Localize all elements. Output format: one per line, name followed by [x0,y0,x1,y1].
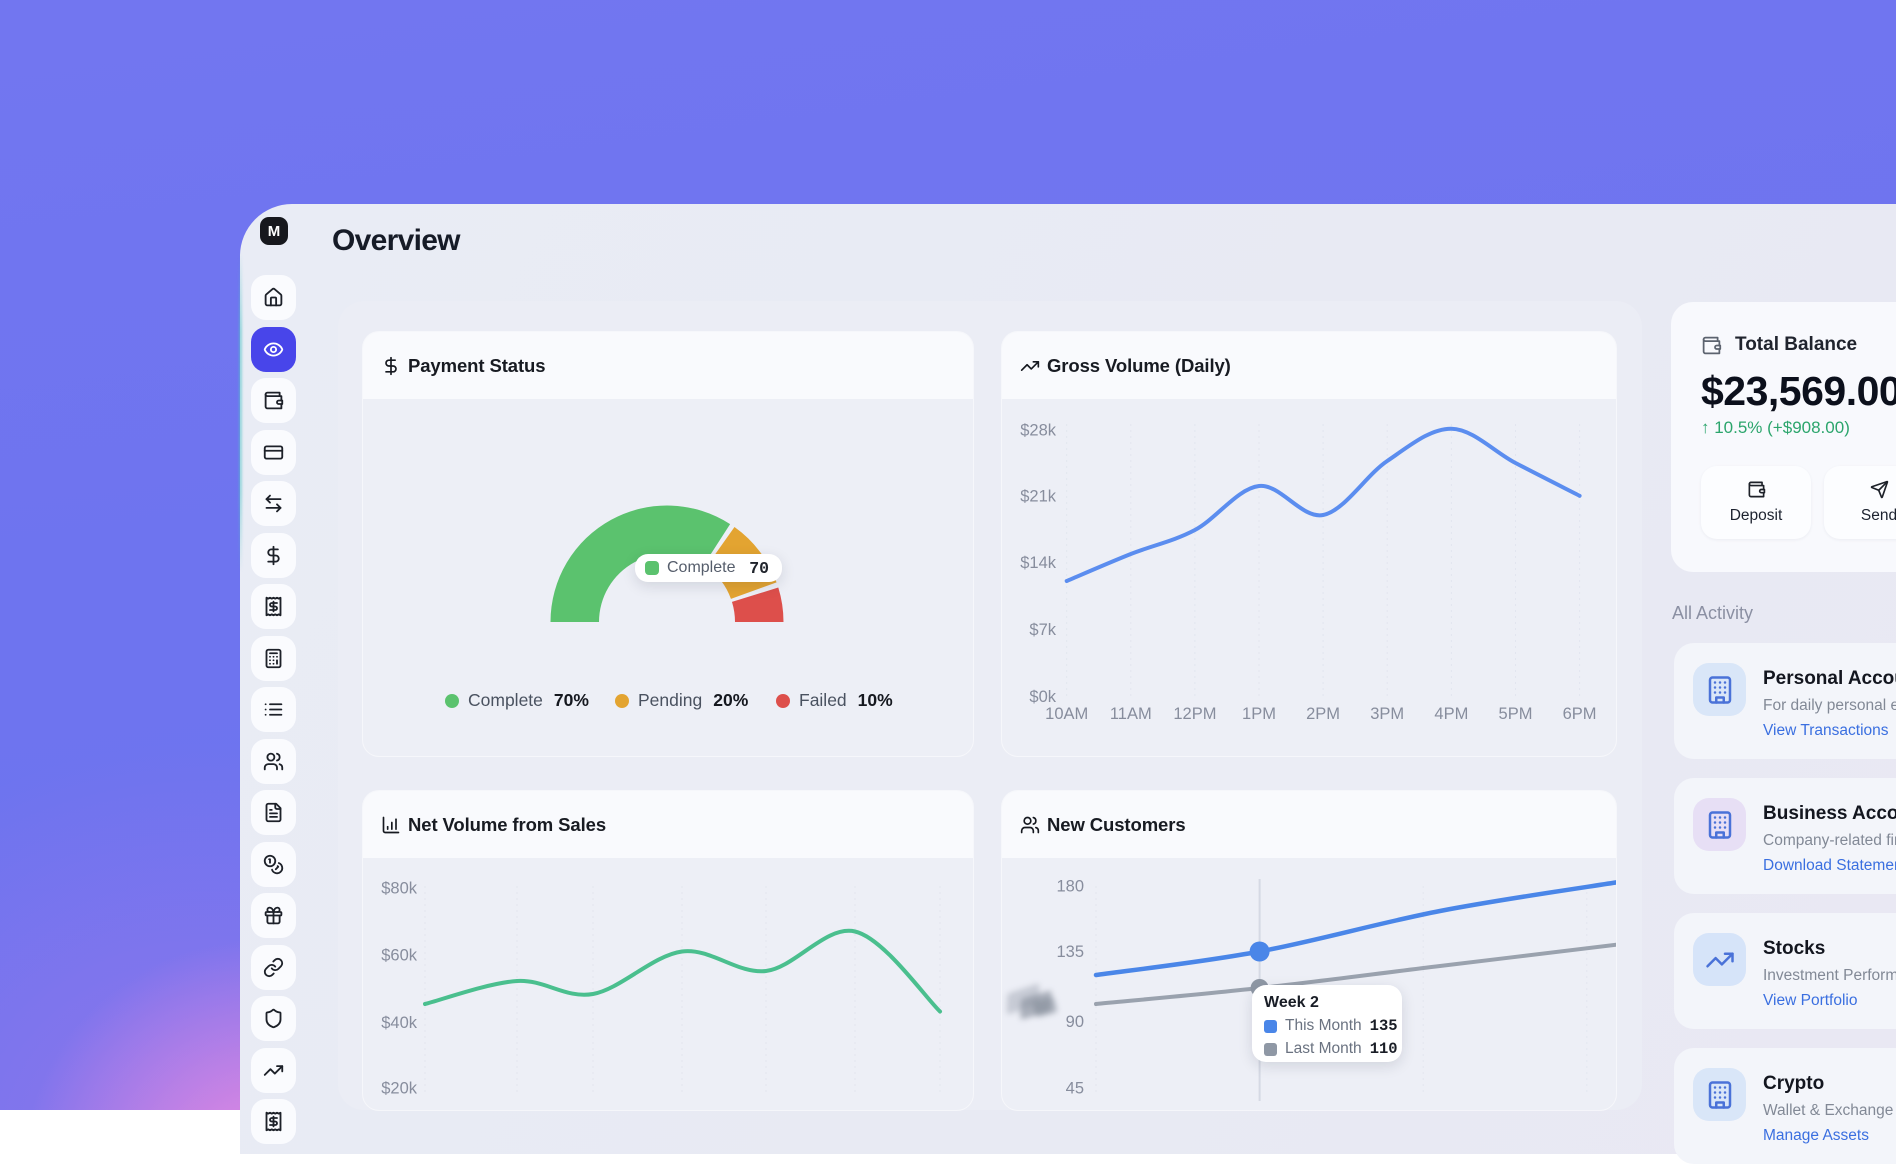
svg-text:$40k: $40k [381,1014,418,1032]
svg-text:2PM: 2PM [1306,705,1340,723]
svg-text:6PM: 6PM [1563,705,1597,723]
svg-text:5PM: 5PM [1499,705,1533,723]
svg-text:$7k: $7k [1029,621,1056,639]
svg-text:1PM: 1PM [1242,705,1276,723]
svg-text:45: 45 [1066,1080,1084,1098]
svg-text:180: 180 [1056,878,1084,896]
svg-text:$21k: $21k [1020,488,1057,506]
svg-text:90: 90 [1066,1013,1084,1031]
svg-text:135: 135 [1056,943,1084,961]
svg-text:$60k: $60k [381,947,418,965]
svg-text:$80k: $80k [381,880,418,898]
svg-text:4PM: 4PM [1434,705,1468,723]
svg-text:12PM: 12PM [1173,705,1216,723]
svg-text:3PM: 3PM [1370,705,1404,723]
svg-text:$14k: $14k [1020,554,1057,572]
svg-text:$0k: $0k [1029,688,1056,706]
svg-text:10AM: 10AM [1045,705,1088,723]
svg-text:$28k: $28k [1020,422,1057,440]
svg-text:11AM: 11AM [1110,705,1152,723]
svg-text:$20k: $20k [381,1080,418,1098]
